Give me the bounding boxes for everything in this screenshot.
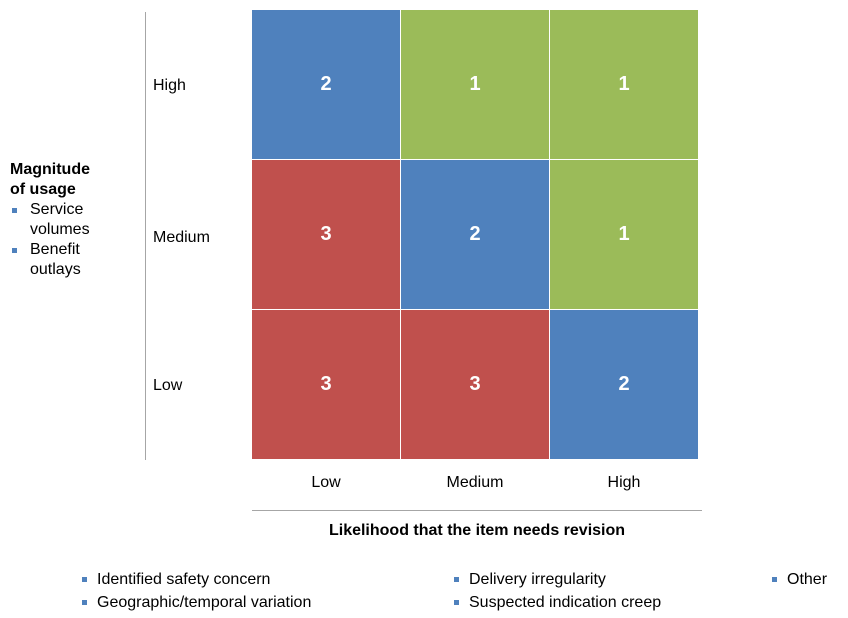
y-axis-line <box>145 12 146 460</box>
square-bullet-icon <box>12 248 17 253</box>
matrix-cell-value: 2 <box>618 373 630 395</box>
legend-item-label: Delivery irregularity <box>469 571 606 588</box>
matrix-cell-value: 1 <box>469 73 481 95</box>
y-axis-bullet-line: Service <box>30 201 84 218</box>
risk-matrix-grid: 2 1 1 3 2 1 3 3 2 <box>252 10 699 461</box>
y-axis-bullet-line: Benefit <box>30 241 80 258</box>
x-axis-title: Likelihood that the item needs revision <box>328 522 626 539</box>
y-axis-title-line: Magnitude <box>10 161 90 178</box>
matrix-cell-value: 3 <box>320 373 332 395</box>
y-axis-bullet-line: outlays <box>30 261 81 278</box>
y-axis-bullet-line: volumes <box>30 221 90 238</box>
matrix-cell-medium-low: 3 <box>252 160 400 309</box>
square-bullet-icon <box>772 577 777 582</box>
legend-item-label: Identified safety concern <box>97 571 271 588</box>
matrix-cell-medium-medium: 2 <box>401 160 549 309</box>
legend-item-suspected-indication-creep: Suspected indication creep <box>452 593 661 613</box>
y-axis-bullet-item: Service volumes <box>10 200 140 240</box>
matrix-cell-high-low: 2 <box>252 10 400 159</box>
matrix-cell-value: 1 <box>618 73 630 95</box>
legend-item-label: Suspected indication creep <box>469 594 662 611</box>
matrix-cell-value: 3 <box>469 373 481 395</box>
square-bullet-icon <box>454 600 459 605</box>
legend-item-label: Other <box>787 571 828 588</box>
matrix-cell-value: 3 <box>320 223 332 245</box>
legend-item-other: Other <box>770 570 827 590</box>
y-axis-bullet-item: Benefit outlays <box>10 240 140 280</box>
x-tick-low: Low <box>311 474 341 491</box>
matrix-cell-low-medium: 3 <box>401 310 549 459</box>
legend-item-label: Geographic/temporal variation <box>97 594 312 611</box>
matrix-cell-low-low: 3 <box>252 310 400 459</box>
matrix-cell-high-medium: 1 <box>401 10 549 159</box>
square-bullet-icon <box>454 577 459 582</box>
square-bullet-icon <box>82 577 87 582</box>
legend-item-identified-safety-concern: Identified safety concern <box>80 570 270 590</box>
legend-item-geographic-temporal-variation: Geographic/temporal variation <box>80 593 311 613</box>
matrix-cell-medium-high: 1 <box>550 160 698 309</box>
y-axis-title-line: of usage <box>10 181 76 198</box>
matrix-cell-low-high: 2 <box>550 310 698 459</box>
y-tick-high: High <box>153 77 186 94</box>
y-tick-medium: Medium <box>153 229 210 246</box>
y-tick-low: Low <box>153 377 183 394</box>
legend-item-delivery-irregularity: Delivery irregularity <box>452 570 606 590</box>
matrix-cell-value: 1 <box>618 223 630 245</box>
square-bullet-icon <box>82 600 87 605</box>
matrix-cell-value: 2 <box>469 223 481 245</box>
y-axis-title-block: Magnitude of usage Service volumes Benef… <box>10 160 140 280</box>
x-tick-medium: Medium <box>446 474 504 491</box>
x-tick-high: High <box>607 474 641 491</box>
square-bullet-icon <box>12 208 17 213</box>
matrix-cell-high-high: 1 <box>550 10 698 159</box>
y-axis-title: Magnitude of usage <box>10 160 140 200</box>
y-axis-bullet-list: Service volumes Benefit outlays <box>10 200 140 280</box>
x-axis-line <box>252 510 702 511</box>
matrix-cell-value: 2 <box>320 73 332 95</box>
